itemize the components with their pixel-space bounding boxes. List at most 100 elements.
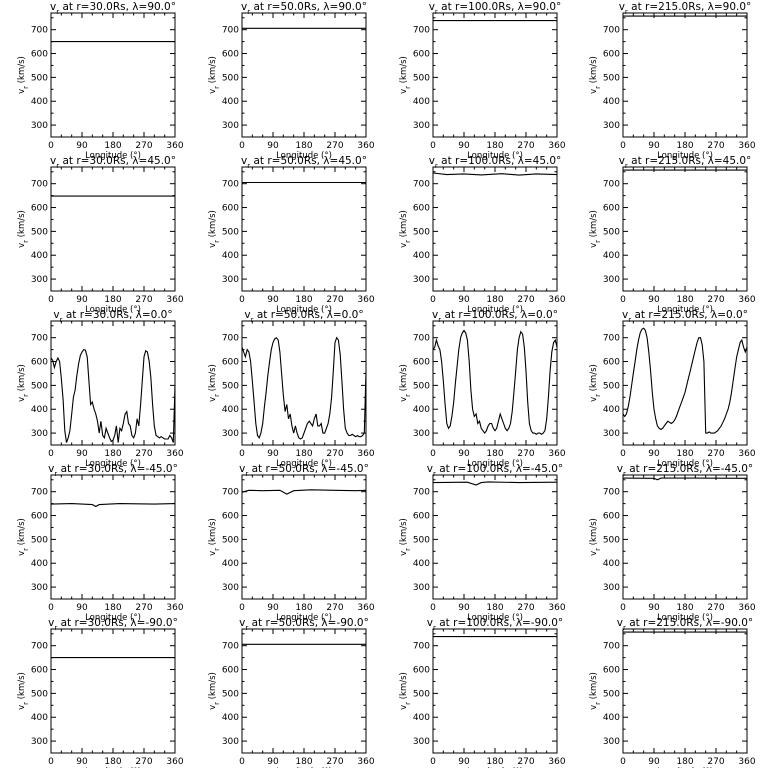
- panel-title: vr at r=100.0Rs, λ=90.0°: [429, 1, 562, 16]
- panel-13: vr at r=30.0Rs, λ=-45.0° 0 90 180 270 360 300 4…: [17, 463, 184, 623]
- x-axis-label: Longitude (°): [467, 151, 523, 161]
- y-tick-label: 300: [413, 583, 430, 593]
- x-tick-label: 270: [707, 757, 724, 767]
- y-tick-label: 500: [413, 689, 430, 699]
- y-tick-label: 400: [222, 405, 239, 415]
- panel-18: vr at r=50.0Rs, λ=-90.0° 0 90 180 270 360 300 4…: [208, 617, 375, 768]
- x-tick-label: 0: [239, 757, 245, 767]
- y-tick-label: 300: [222, 121, 239, 131]
- y-tick-label: 500: [603, 535, 620, 545]
- x-axis-label: Longitude (°): [276, 613, 332, 623]
- panel-title: vr at r=215.0Rs, λ=0.0°: [622, 309, 748, 324]
- y-tick-label: 300: [222, 429, 239, 439]
- series-line: [50, 348, 176, 443]
- y-tick-label: 700: [31, 180, 48, 190]
- x-tick-label: 0: [239, 603, 245, 613]
- panel-6: vr at r=50.0Rs, λ=45.0° 0 90 180 270 360 300 40…: [208, 155, 375, 315]
- x-axis-label: Longitude (°): [85, 151, 141, 161]
- x-tick-label: 90: [648, 295, 660, 305]
- x-tick-label: 180: [486, 141, 503, 151]
- y-tick-label: 700: [222, 180, 239, 190]
- panel-title: vr at r=50.0Rs, λ=90.0°: [241, 1, 367, 16]
- y-tick-label: 400: [222, 713, 239, 723]
- x-tick-label: 180: [486, 757, 503, 767]
- y-tick-label: 600: [31, 512, 48, 522]
- panel-8: vr at r=215.0Rs, λ=45.0° 0 90 180 270 360 300 4…: [589, 155, 756, 315]
- y-tick-label: 600: [413, 666, 430, 676]
- y-tick-label: 700: [603, 26, 620, 36]
- y-tick-label: 700: [31, 334, 48, 344]
- y-tick-label: 600: [603, 666, 620, 676]
- y-tick-label: 700: [413, 26, 430, 36]
- x-tick-label: 180: [104, 295, 121, 305]
- panel-4: vr at r=215.0Rs, λ=90.0° 0 90 180 270 360 300 4…: [589, 1, 756, 161]
- x-axis-label: Longitude (°): [657, 305, 713, 315]
- y-tick-label: 600: [222, 358, 239, 368]
- x-tick-label: 90: [458, 757, 470, 767]
- y-tick-label: 400: [222, 251, 239, 261]
- y-tick-label: 600: [31, 50, 48, 60]
- y-tick-label: 700: [603, 334, 620, 344]
- x-tick-label: 180: [295, 603, 312, 613]
- y-tick-label: 400: [603, 559, 620, 569]
- panel-11: vr at r=100.0Rs, λ=0.0° 0 90 180 270 360 300 40…: [399, 309, 566, 469]
- y-axis-label: vr (km/s): [399, 518, 412, 556]
- x-axis-label: Longitude (°): [85, 305, 141, 315]
- y-axis-label: vr (km/s): [208, 210, 221, 248]
- x-axis-label: Longitude (°): [467, 305, 523, 315]
- x-tick-label: 0: [620, 757, 626, 767]
- x-tick-label: 360: [166, 757, 183, 767]
- y-axis-label: vr (km/s): [17, 518, 30, 556]
- x-tick-label: 360: [738, 603, 755, 613]
- y-axis-label: vr (km/s): [208, 56, 221, 94]
- panel-15: vr at r=100.0Rs, λ=-45.0° 0 90 180 270 360 300…: [399, 463, 566, 623]
- x-tick-label: 180: [676, 295, 693, 305]
- x-tick-label: 270: [326, 295, 343, 305]
- x-tick-label: 90: [648, 757, 660, 767]
- x-tick-label: 90: [267, 449, 279, 459]
- x-tick-label: 90: [76, 757, 88, 767]
- y-tick-label: 300: [603, 121, 620, 131]
- x-axis-label: Longitude (°): [276, 459, 332, 469]
- y-tick-label: 400: [603, 405, 620, 415]
- x-tick-label: 360: [548, 295, 565, 305]
- y-tick-label: 600: [413, 358, 430, 368]
- x-tick-label: 0: [620, 141, 626, 151]
- x-tick-label: 180: [104, 757, 121, 767]
- x-axis-label: Longitude (°): [467, 613, 523, 623]
- x-tick-label: 180: [486, 603, 503, 613]
- x-tick-label: 180: [104, 603, 121, 613]
- y-tick-label: 600: [222, 204, 239, 214]
- y-tick-label: 400: [31, 405, 48, 415]
- x-tick-label: 360: [548, 757, 565, 767]
- y-tick-label: 600: [31, 666, 48, 676]
- x-tick-label: 180: [676, 757, 693, 767]
- x-tick-label: 360: [738, 449, 755, 459]
- y-axis-label: vr (km/s): [399, 210, 412, 248]
- x-tick-label: 270: [326, 141, 343, 151]
- y-tick-label: 500: [31, 381, 48, 391]
- x-tick-label: 270: [707, 449, 724, 459]
- y-tick-label: 500: [603, 689, 620, 699]
- x-tick-label: 360: [738, 757, 755, 767]
- y-axis-label: vr (km/s): [399, 56, 412, 94]
- y-axis-label: vr (km/s): [17, 210, 30, 248]
- y-tick-label: 600: [31, 358, 48, 368]
- y-tick-label: 400: [31, 559, 48, 569]
- x-tick-label: 270: [517, 295, 534, 305]
- x-tick-label: 270: [135, 757, 152, 767]
- panel-title: vr at r=50.0Rs, λ=45.0°: [241, 155, 367, 170]
- x-tick-label: 180: [295, 295, 312, 305]
- y-tick-label: 700: [222, 334, 239, 344]
- panel-9: vr at r=30.0Rs, λ=0.0° 0 90 180 270 360 300 400…: [17, 309, 184, 469]
- y-tick-label: 300: [31, 429, 48, 439]
- x-tick-label: 0: [620, 449, 626, 459]
- series-line: [432, 172, 558, 176]
- panel-title: vr at r=50.0Rs, λ=-45.0°: [239, 463, 369, 478]
- panel-1: vr at r=30.0Rs, λ=90.0° 0 90 180 270 360 300 40…: [17, 1, 184, 161]
- x-tick-label: 270: [707, 141, 724, 151]
- y-tick-label: 500: [222, 227, 239, 237]
- y-tick-label: 700: [413, 642, 430, 652]
- y-axis-label: vr (km/s): [17, 56, 30, 94]
- y-tick-label: 500: [31, 535, 48, 545]
